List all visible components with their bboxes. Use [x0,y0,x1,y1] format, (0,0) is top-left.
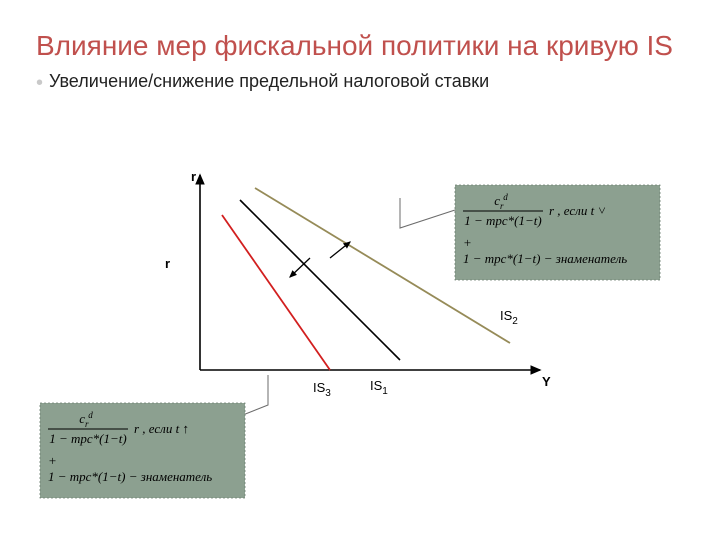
box_bottom: crd 1 − mpc*(1−t) r , если t ↑ +1 − mpc*(1… [40,403,245,498]
curve-is3 [222,215,330,370]
curve-label-is3: IS3 [313,380,331,399]
box_top: crd 1 − mpc*(1−t) r , если t ˅ +1 − mpc*(1… [455,185,660,280]
svg-text:1 − mpc*(1−t): 1 − mpc*(1−t) [49,431,126,446]
bullet-row: • Увеличение/снижение предельной налогов… [36,71,684,93]
bullet-dot-icon: • [36,73,43,93]
svg-text:+: + [463,235,472,250]
shift-arrow-1 [290,258,310,277]
svg-text:r: r [191,169,196,184]
curve-is1 [240,200,400,360]
svg-text:r , если t ↑: r , если t ↑ [134,421,189,436]
svg-text:1 − mpc*(1−t) − знаменатель: 1 − mpc*(1−t) − знаменатель [463,251,627,266]
slide-title: Влияние мер фискальной политики на криву… [36,28,684,63]
curve-label-is2: IS2 [500,308,518,327]
svg-text:r , если t ˅: r , если t ˅ [549,203,606,218]
connector-1 [205,375,268,430]
svg-text:1 − mpc*(1−t): 1 − mpc*(1−t) [464,213,541,228]
svg-text:crd: crd [79,410,93,429]
shift-arrow-2 [330,242,350,258]
svg-text:1 − mpc*(1−t) − знаменатель: 1 − mpc*(1−t) − знаменатель [48,469,212,484]
slide: Влияние мер фискальной политики на криву… [0,0,720,540]
curve-label-is1: IS1 [370,378,388,397]
connector-2 [400,198,455,228]
bullet-text: Увеличение/снижение предельной налоговой… [49,71,489,92]
svg-text:Y: Y [542,374,551,389]
svg-text:+: + [48,453,57,468]
svg-text:r: r [165,256,170,271]
svg-text:crd: crd [494,192,508,211]
curve-is2 [255,188,510,343]
